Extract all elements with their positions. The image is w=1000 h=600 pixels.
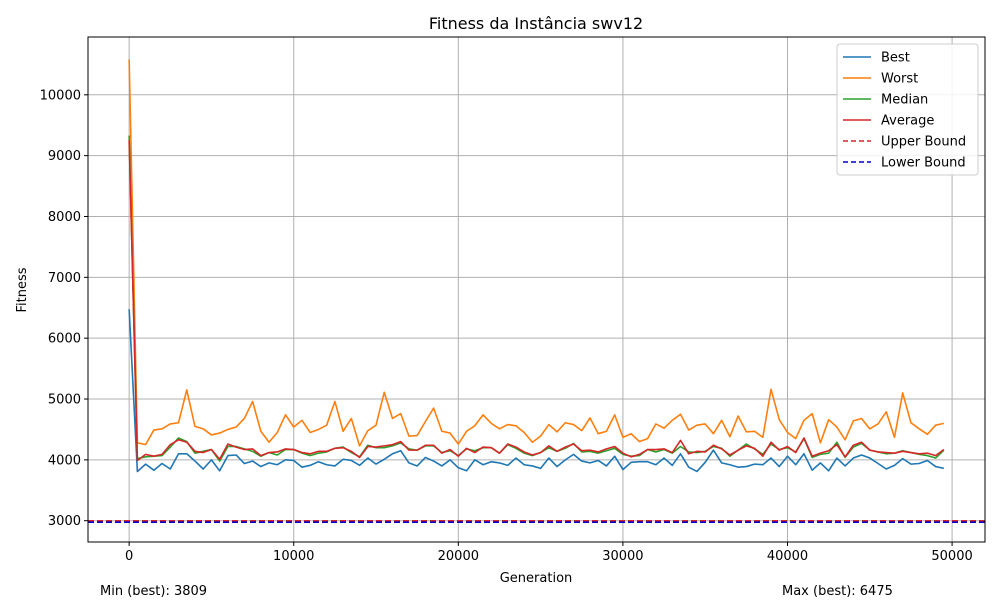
y-tick-label: 4000: [48, 453, 81, 468]
y-tick-label: 8000: [48, 210, 81, 225]
grid-lines: [88, 37, 985, 542]
series-lines: [128, 59, 945, 473]
y-tick-label: 10000: [40, 88, 81, 103]
y-tick-label: 7000: [48, 271, 81, 286]
x-tick-label: 50000: [931, 549, 972, 564]
chart-title: Fitness da Instância swv12: [429, 14, 643, 33]
series-line-best: [128, 309, 945, 473]
x-tick-label: 10000: [273, 549, 314, 564]
y-tick-label: 6000: [48, 332, 81, 347]
x-tick-label: 0: [125, 549, 133, 564]
series-line-worst: [128, 59, 945, 447]
plot-area-frame: [87, 36, 986, 543]
legend-label-lower-bound: Lower Bound: [881, 156, 966, 171]
x-axis-label: Generation: [500, 571, 573, 586]
y-tick-label: 3000: [48, 514, 81, 529]
footer-max-best: Max (best): 6475: [782, 584, 893, 599]
legend-box: [836, 43, 979, 176]
x-tick-label: 30000: [602, 549, 643, 564]
legend-label-upper-bound: Upper Bound: [881, 135, 966, 150]
legend-label-average: Average: [881, 114, 934, 129]
legend-label-median: Median: [881, 93, 928, 108]
bound-lines: [88, 520, 985, 524]
x-tick-label: 20000: [438, 549, 479, 564]
series-line-average: [128, 140, 945, 462]
y-tick-label: 5000: [48, 393, 81, 408]
chart-legend: Best Worst Median Average Upper Bound Lower B…: [836, 43, 979, 176]
footer-min-best: Min (best): 3809: [100, 584, 207, 599]
axis-ticks: 0 10000 20000 30000 40000 50000 3000 4000 5000 60…: [40, 88, 973, 564]
y-tick-label: 9000: [48, 149, 81, 164]
legend-label-worst: Worst: [881, 72, 918, 87]
x-tick-label: 40000: [767, 549, 808, 564]
legend-label-best: Best: [881, 51, 910, 66]
y-axis-label: Fitness: [15, 267, 30, 312]
